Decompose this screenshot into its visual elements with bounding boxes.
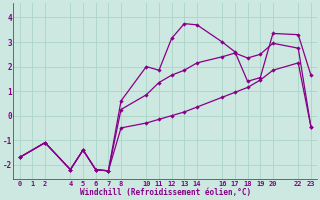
X-axis label: Windchill (Refroidissement éolien,°C): Windchill (Refroidissement éolien,°C) [80,188,251,197]
